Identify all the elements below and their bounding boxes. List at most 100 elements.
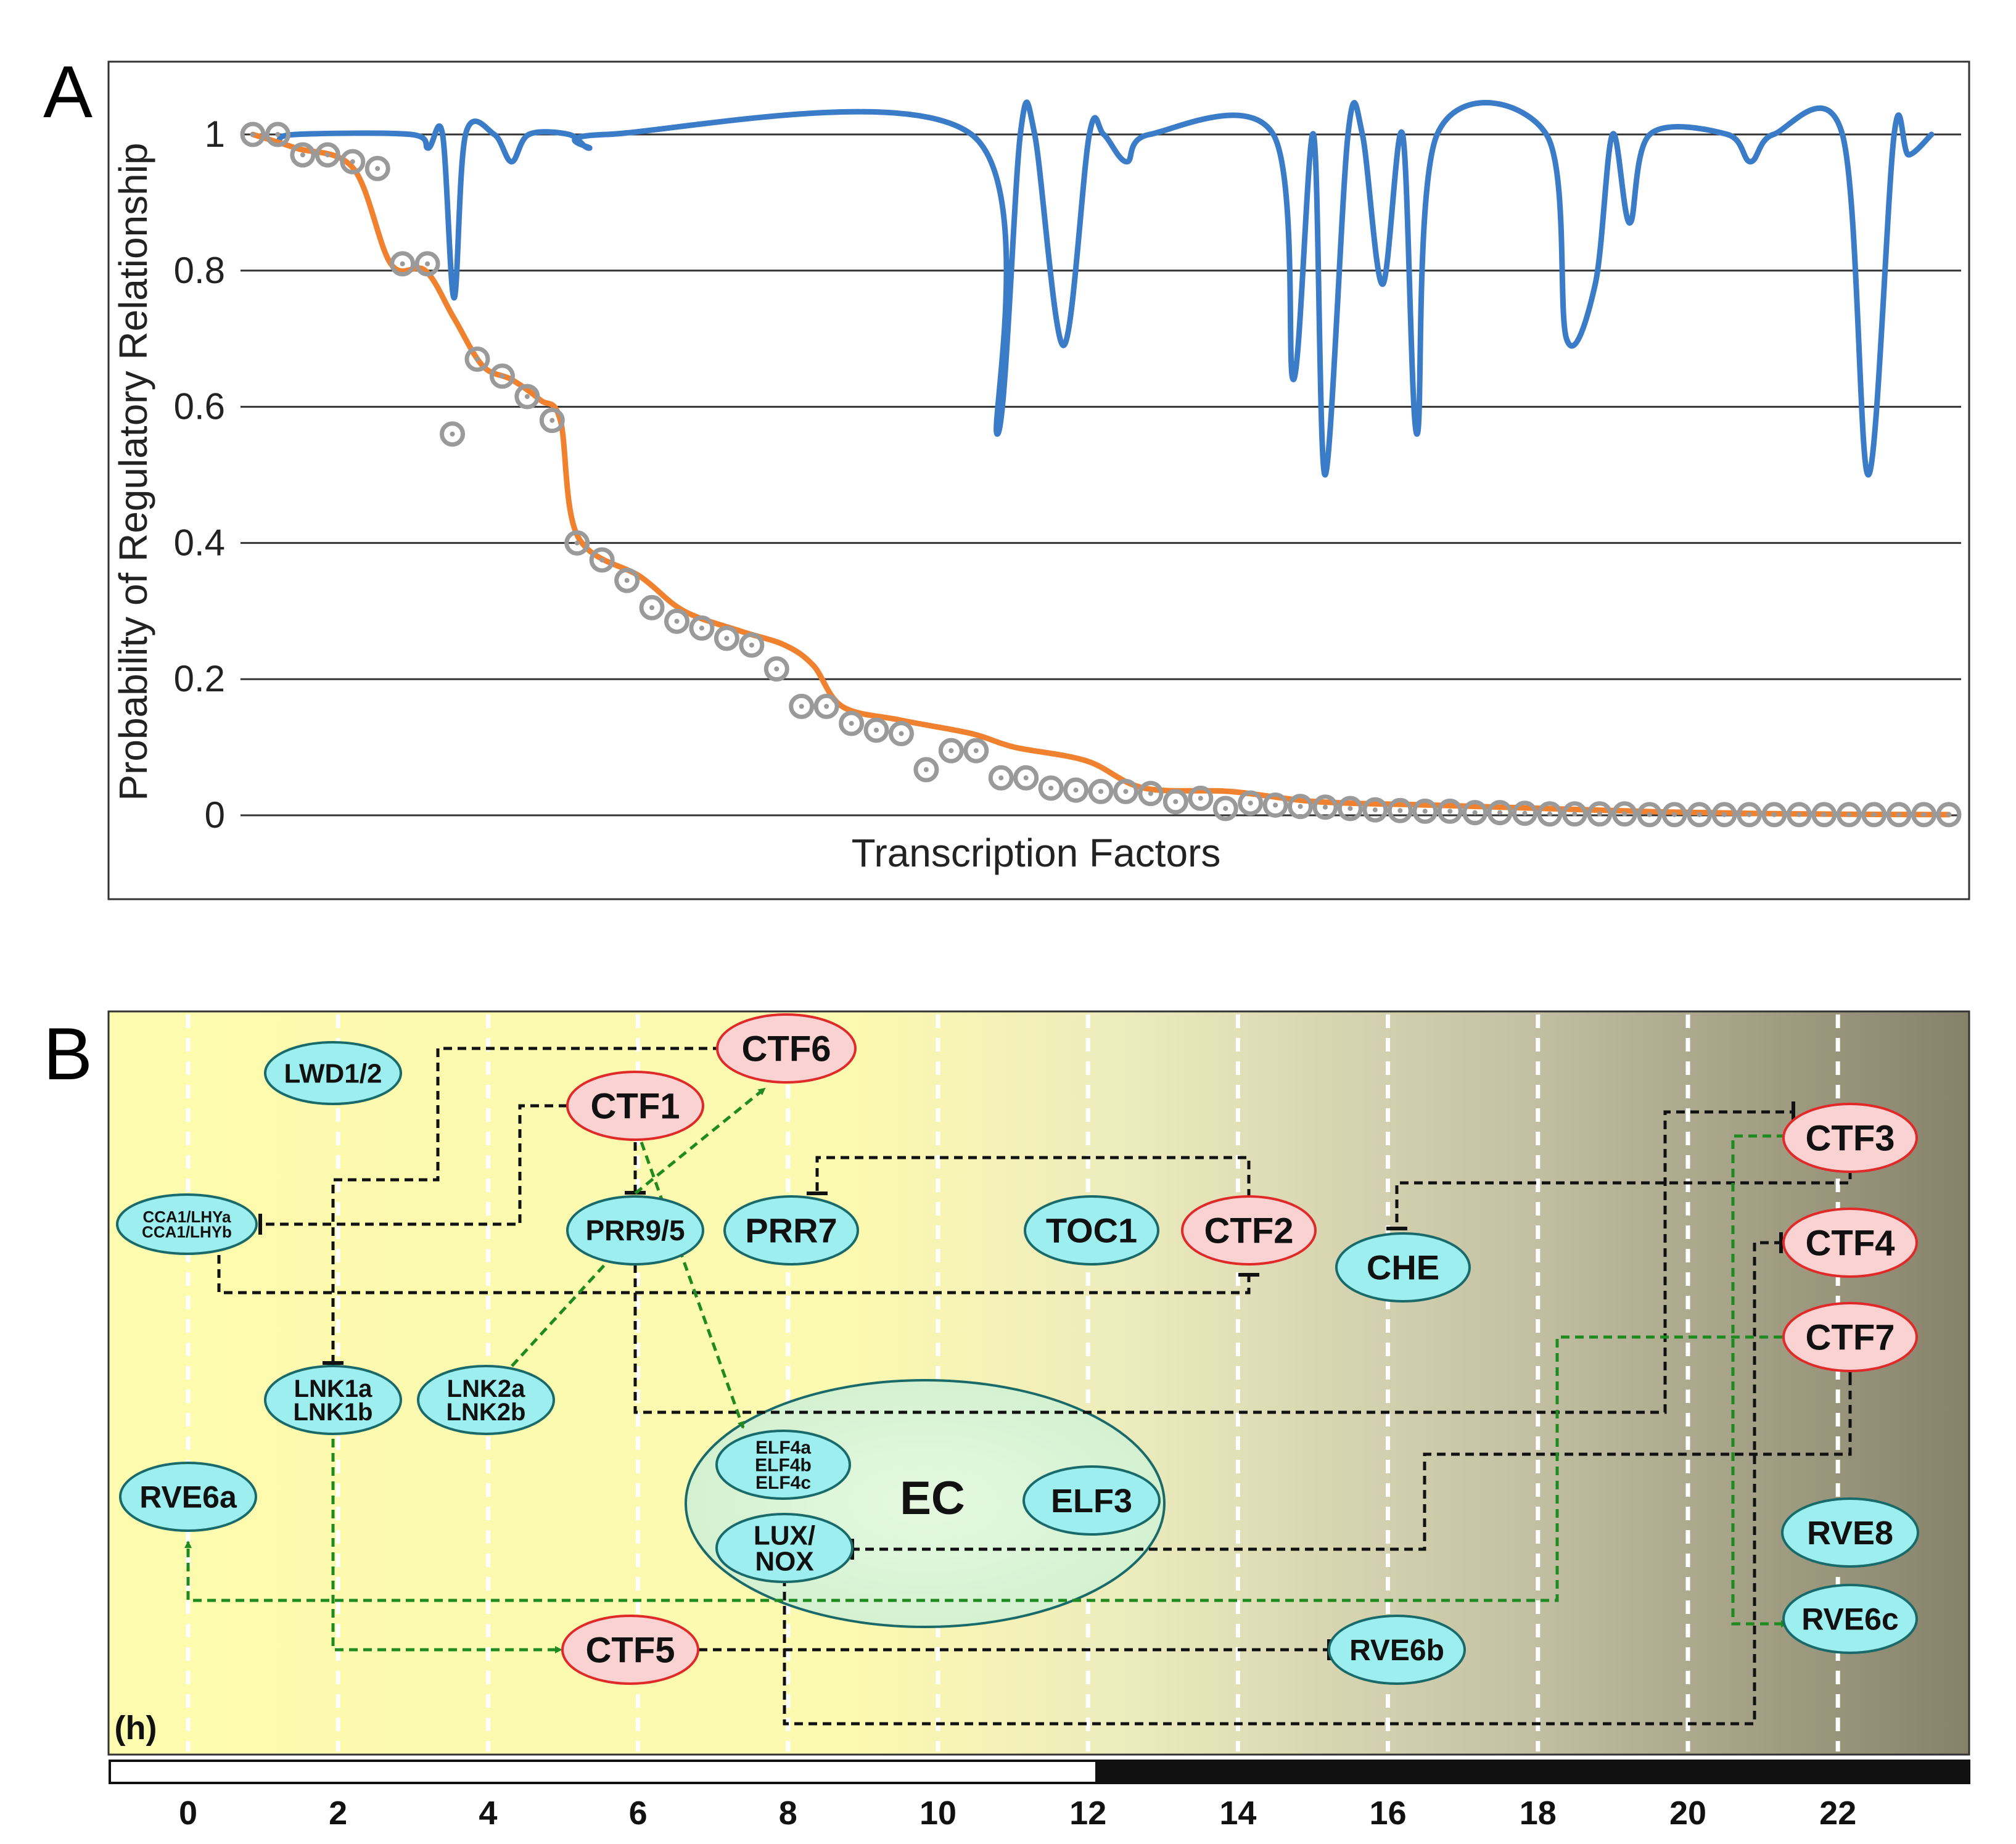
data-point xyxy=(963,738,989,764)
data-point xyxy=(1861,802,1887,828)
node-label: CTF5 xyxy=(586,1630,675,1670)
edge-lnk1-ctf5 xyxy=(331,1425,562,1653)
y-axis-label: Probability of Regulatory Relationship xyxy=(111,142,155,801)
data-point xyxy=(639,595,665,620)
node-prr95: PRR9/5 xyxy=(566,1195,704,1266)
node-shape xyxy=(1328,1615,1466,1685)
y-axis-ticks: 0 0.2 0.4 0.6 0.8 1 xyxy=(174,113,225,836)
edge-ctf7-lux xyxy=(850,1348,1852,1560)
node-lwd: LWD1/2 xyxy=(264,1041,402,1105)
node-shape xyxy=(715,1513,854,1583)
hour-tick-label: 2 xyxy=(329,1795,347,1832)
hour-tick-label: 20 xyxy=(1669,1795,1706,1832)
node-shape xyxy=(1782,1103,1918,1173)
node-lux: LUX/NOX xyxy=(715,1513,854,1583)
edge-ctf3-rve6c xyxy=(1731,1134,1788,1628)
x-axis-label: Transcription Factors xyxy=(852,831,1221,875)
y-tick-label: 0 xyxy=(205,794,225,836)
data-point xyxy=(1537,801,1563,827)
hour-tick-label: 16 xyxy=(1370,1795,1407,1832)
data-point xyxy=(1487,800,1513,826)
data-point xyxy=(1238,790,1264,816)
data-point xyxy=(839,710,865,736)
node-label: LWD1/2 xyxy=(284,1058,382,1089)
node-shape xyxy=(715,1430,851,1500)
data-point xyxy=(440,421,466,447)
node-shape xyxy=(417,1365,555,1435)
node-ctf1: CTF1 xyxy=(566,1071,704,1141)
node-label: PRR7 xyxy=(745,1211,837,1250)
data-point xyxy=(789,693,815,719)
node-label: LUX/ xyxy=(754,1521,815,1551)
edge-ctf3-che xyxy=(1386,1171,1852,1230)
data-point xyxy=(1113,778,1138,804)
hour-ticks: 0 2 4 6 8 10 12 14 16 18 20 22 xyxy=(179,1795,1856,1832)
node-toc1: TOC1 xyxy=(1024,1195,1159,1266)
node-shape xyxy=(1782,1302,1918,1372)
data-point xyxy=(315,142,340,168)
node-shape xyxy=(723,1195,859,1266)
node-label: CCA1/LHYa xyxy=(142,1208,231,1226)
node-label: LNK1b xyxy=(294,1399,373,1426)
hours-unit: (h) xyxy=(115,1710,157,1747)
node-shape xyxy=(1782,1584,1918,1654)
hour-gridlines xyxy=(186,1015,1840,1751)
data-point xyxy=(1561,801,1587,827)
data-point xyxy=(1288,794,1314,820)
node-label: CTF6 xyxy=(742,1029,831,1069)
node-prr7: PRR7 xyxy=(723,1195,859,1266)
data-point xyxy=(1512,801,1537,826)
data-point xyxy=(1188,785,1214,811)
node-label: ELF4b xyxy=(755,1455,812,1476)
data-point xyxy=(1462,800,1488,826)
node-label: CTF2 xyxy=(1204,1211,1294,1251)
node-rve6a: RVE6a xyxy=(119,1462,257,1532)
data-point xyxy=(888,721,914,747)
data-point xyxy=(1886,802,1912,828)
node-shape xyxy=(566,1071,704,1141)
series-orange-line xyxy=(250,131,1952,818)
chart-frame xyxy=(107,60,1970,900)
data-point xyxy=(1936,802,1962,828)
data-point xyxy=(390,251,416,277)
data-point xyxy=(1761,802,1787,828)
edge-ctf1-ec xyxy=(640,1142,745,1429)
hour-tick-label: 22 xyxy=(1819,1795,1856,1832)
data-point xyxy=(1138,781,1164,807)
data-point xyxy=(1312,794,1338,820)
data-point xyxy=(1836,802,1862,828)
data-point xyxy=(1611,801,1637,827)
y-tick-label: 0.8 xyxy=(174,250,225,291)
data-point xyxy=(938,738,964,764)
series-blue-line xyxy=(276,99,1935,478)
node-shape xyxy=(716,1013,857,1084)
node-shape xyxy=(1024,1195,1159,1266)
panel-a-label: A xyxy=(43,51,93,133)
data-point xyxy=(1412,798,1438,824)
node-ctf2: CTF2 xyxy=(1181,1195,1317,1266)
data-point xyxy=(1038,775,1064,801)
data-point xyxy=(913,757,939,783)
node-shape xyxy=(1022,1465,1161,1536)
data-point xyxy=(1362,797,1388,823)
node-shape xyxy=(264,1041,402,1105)
data-point xyxy=(240,121,266,147)
chart-points xyxy=(240,121,1962,828)
data-point xyxy=(1212,796,1238,821)
edge-prr95-ctf3 xyxy=(633,1101,1795,1414)
data-point xyxy=(1687,802,1713,828)
data-point xyxy=(614,567,640,593)
diagram-background xyxy=(107,1010,1970,1756)
node-label: RVE6b xyxy=(1349,1634,1444,1667)
data-point xyxy=(464,346,490,372)
node-rve6c: RVE6c xyxy=(1782,1584,1918,1654)
y-tick-label: 0.4 xyxy=(174,522,225,563)
data-point xyxy=(265,121,290,147)
data-point xyxy=(1661,802,1687,828)
edge-lux-ctf4 xyxy=(783,1232,1783,1726)
